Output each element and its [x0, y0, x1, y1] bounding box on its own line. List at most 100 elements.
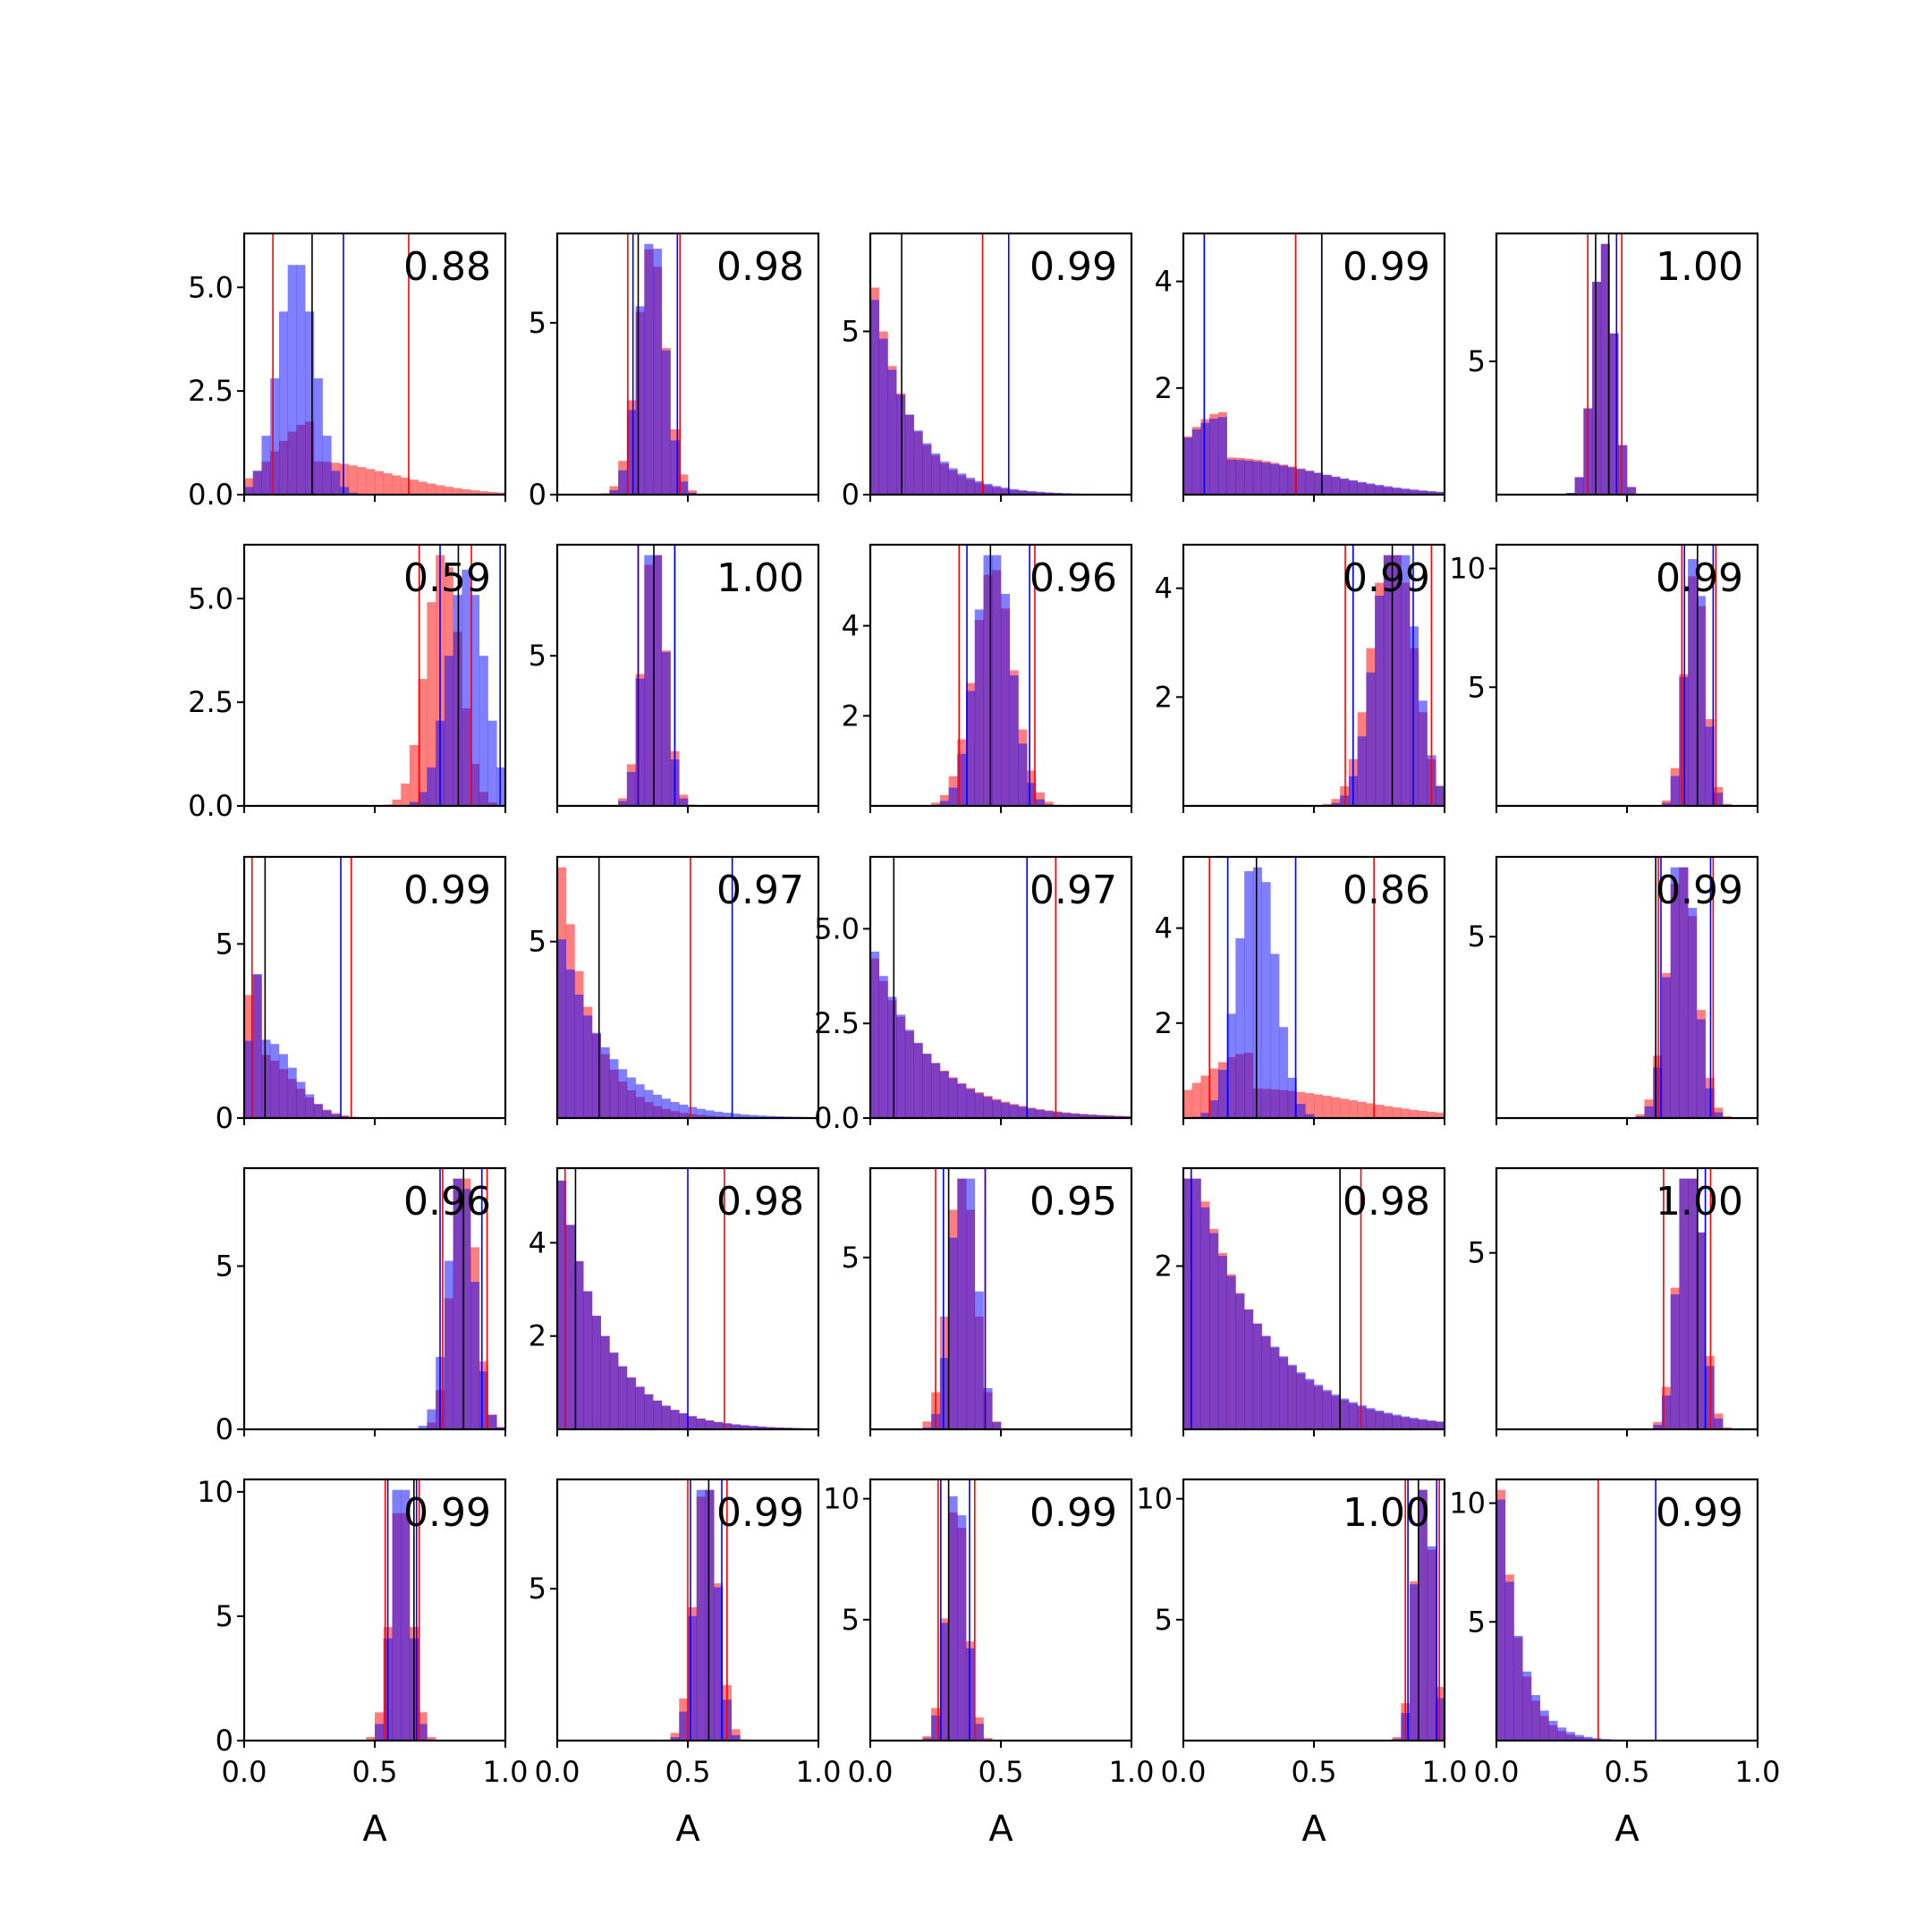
blue-histogram-bar [1279, 1356, 1289, 1429]
y-tick-label: 4 [1155, 911, 1173, 945]
y-tick-label: 5 [1468, 670, 1486, 704]
y-tick-label: 2 [529, 1319, 547, 1353]
blue-histogram-bar [1705, 1088, 1715, 1118]
red-histogram-bar [1322, 1096, 1332, 1118]
blue-histogram-bar [1383, 555, 1393, 806]
red-histogram-bar [1200, 1075, 1210, 1118]
blue-histogram-bar [679, 1105, 689, 1118]
blue-histogram-bar [418, 1724, 428, 1741]
blue-histogram-bar [757, 1115, 767, 1118]
blue-histogram-bar [1244, 460, 1254, 495]
red-histogram-bar [1035, 792, 1045, 806]
red-histogram-bar [462, 489, 471, 495]
blue-histogram-bar [688, 1106, 698, 1118]
blue-histogram-bar [1235, 938, 1245, 1118]
blue-histogram-bar [261, 436, 271, 495]
histogram-panel: 50.99 [1468, 855, 1759, 1125]
blue-histogram-bar [679, 798, 689, 806]
blue-histogram-bar [705, 1110, 715, 1118]
blue-histogram-bar [1314, 1385, 1324, 1429]
blue-histogram-bar [740, 1425, 750, 1429]
red-histogram-bar [340, 463, 350, 495]
blue-histogram-bar [1565, 1732, 1575, 1741]
blue-histogram-bar [722, 1113, 732, 1118]
y-tick-label: 10 [1449, 1487, 1486, 1521]
blue-histogram-bar [714, 1587, 724, 1741]
blue-histogram-bar [1296, 1104, 1306, 1118]
blue-histogram-bar [1009, 488, 1019, 495]
x-axis-label: A [1301, 1809, 1326, 1850]
histogram-panel: 240.96 [842, 543, 1133, 813]
x-tick-label: 0.0 [535, 1755, 580, 1789]
blue-histogram-bar [1392, 487, 1402, 495]
blue-histogram-bar [1252, 867, 1262, 1118]
red-histogram-bar [1209, 1068, 1219, 1118]
blue-histogram-bar [661, 350, 671, 495]
x-tick-label: 0.5 [352, 1755, 398, 1789]
red-histogram-bar [427, 483, 436, 495]
blue-histogram-bar [992, 1422, 1002, 1429]
panel-score-label: 0.97 [716, 868, 804, 913]
blue-histogram-bar [1427, 1419, 1436, 1429]
blue-histogram-bar [966, 1648, 976, 1741]
red-histogram-bar [470, 490, 480, 495]
panel-score-label: 0.99 [1343, 555, 1430, 601]
blue-histogram-bar [574, 1261, 584, 1429]
histogram-panel: 5 10 0.0 0.5 1.0 A 0.99 [1449, 1478, 1780, 1850]
blue-histogram-bar [1688, 559, 1698, 806]
blue-histogram-bar [305, 1094, 315, 1118]
blue-histogram-bar [696, 1489, 706, 1741]
red-histogram-bar [348, 465, 358, 495]
histogram-panel: 5 10 0.0 0.5 1.0 A 0.99 [823, 1478, 1154, 1850]
blue-histogram-bar [1653, 1067, 1663, 1118]
blue-histogram-bar [479, 656, 488, 806]
red-histogram-bar [731, 1729, 741, 1741]
y-tick-label: 2 [1155, 371, 1173, 405]
blue-histogram-bar [948, 468, 958, 495]
blue-histogram-bar [661, 1405, 671, 1429]
blue-histogram-bar [1191, 429, 1201, 495]
blue-histogram-bar [904, 414, 914, 495]
blue-histogram-bar [1410, 1418, 1419, 1429]
blue-histogram-bar [1574, 1734, 1584, 1741]
y-tick-label: 0.0 [188, 789, 233, 823]
blue-histogram-bar [1557, 1727, 1567, 1741]
blue-histogram-bar [1097, 1114, 1106, 1118]
blue-histogram-bar [1035, 799, 1045, 806]
red-histogram-bar [409, 745, 419, 806]
blue-histogram-bar [1027, 491, 1037, 495]
panel-score-label: 0.99 [1656, 555, 1743, 601]
blue-histogram-bar [1018, 490, 1028, 495]
blue-histogram-bar [939, 1071, 949, 1118]
panel-score-label: 0.99 [1343, 244, 1430, 290]
blue-histogram-bar [453, 1178, 462, 1429]
red-histogram-bar [1044, 801, 1054, 806]
blue-histogram-bar [1270, 953, 1280, 1118]
blue-histogram-bar [1322, 1389, 1332, 1429]
blue-histogram-bar [878, 338, 888, 495]
blue-histogram-bar [974, 1291, 984, 1429]
blue-histogram-bar [1296, 1372, 1306, 1429]
histogram-panel: 050.99 [216, 855, 507, 1135]
blue-histogram-bar [600, 1046, 610, 1118]
y-tick-label: 5 [1155, 1603, 1173, 1637]
blue-histogram-bar [896, 394, 906, 495]
blue-histogram-bar [1504, 1581, 1514, 1741]
blue-histogram-bar [670, 440, 680, 495]
x-tick-label: 0.5 [665, 1755, 711, 1789]
red-histogram-bar [1314, 1094, 1324, 1118]
red-histogram-bar [479, 491, 488, 495]
y-tick-label: 0 [216, 1724, 233, 1758]
panel-score-label: 0.98 [1343, 1179, 1430, 1224]
blue-histogram-bar [313, 377, 323, 495]
blue-histogram-bar [600, 1335, 610, 1429]
blue-histogram-bar [1679, 676, 1689, 806]
blue-histogram-bar [322, 436, 332, 495]
blue-histogram-bar [418, 1426, 428, 1429]
blue-histogram-bar [1331, 476, 1341, 495]
blue-histogram-bar [1035, 491, 1045, 495]
blue-histogram-bar [591, 1032, 601, 1118]
blue-histogram-bar [1244, 1309, 1254, 1429]
blue-histogram-bar [931, 1063, 941, 1118]
